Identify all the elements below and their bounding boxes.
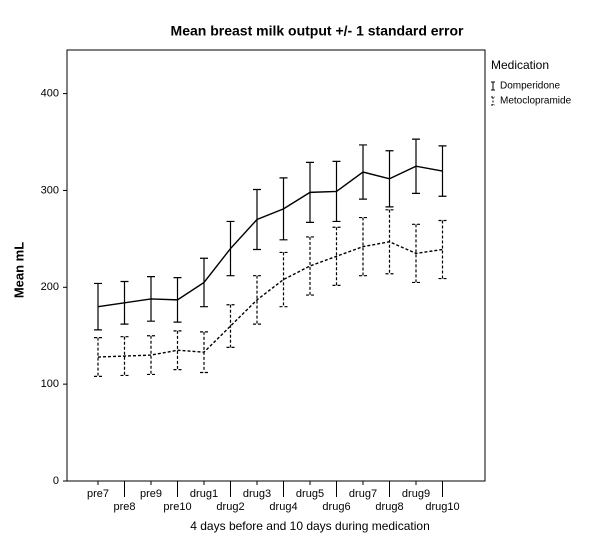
y-tick-label: 400 (41, 87, 59, 99)
error-bar (253, 188, 261, 251)
x-axis-label: 4 days before and 10 days during medicat… (190, 519, 430, 533)
error-bar (226, 220, 235, 277)
legend-title: Medication (491, 58, 549, 72)
error-bar (306, 236, 314, 296)
error-bar (120, 336, 129, 377)
error-bar (332, 160, 341, 223)
x-tick-label: drug6 (322, 501, 350, 513)
y-tick-label: 0 (53, 475, 59, 487)
error-bar (359, 144, 367, 200)
error-bar (94, 337, 102, 377)
y-tick-label: 200 (41, 281, 59, 293)
error-bar (147, 276, 155, 322)
error-bar (332, 226, 341, 286)
error-bar (253, 275, 261, 325)
error-bar (412, 138, 420, 194)
plot-frame (66, 49, 486, 482)
chart-title: Mean breast milk output +/- 1 standard e… (171, 23, 464, 39)
error-bar (306, 161, 314, 223)
x-tick-label: pre7 (87, 488, 109, 500)
x-tick-label: pre9 (140, 488, 162, 500)
legend-symbol (491, 96, 495, 106)
error-bar (385, 150, 394, 208)
error-bar (147, 335, 155, 376)
error-bar (412, 223, 420, 284)
x-tick-label: drug10 (425, 501, 459, 513)
x-tick-label: drug3 (243, 488, 271, 500)
error-bar (226, 304, 235, 348)
legend-label: Metoclopramide (500, 96, 572, 107)
error-bar (200, 257, 208, 308)
error-bar (279, 251, 288, 308)
x-tick-label: drug2 (216, 501, 244, 513)
legend-label: Domperidone (500, 81, 560, 92)
x-tick-label: pre8 (113, 501, 135, 513)
x-tick-label: drug9 (402, 488, 430, 500)
x-tick-label: pre10 (163, 501, 191, 513)
error-bar (438, 219, 447, 280)
x-tick-label: drug8 (375, 501, 403, 513)
series-line (97, 165, 443, 308)
error-bar (173, 330, 182, 371)
error-bar (279, 177, 288, 241)
error-bar (359, 216, 367, 277)
x-tick-label: drug5 (296, 488, 324, 500)
series-line (97, 241, 443, 358)
error-bar (94, 282, 102, 331)
legend-symbol (491, 81, 495, 91)
error-bar (200, 331, 208, 374)
y-tick-label: 300 (41, 184, 59, 196)
x-tick-label: drug4 (269, 501, 297, 513)
y-tick-label: 100 (41, 378, 59, 390)
error-bar (385, 209, 394, 275)
error-bar (173, 277, 182, 323)
error-bar (120, 280, 129, 325)
x-tick-label: drug1 (190, 488, 218, 500)
x-tick-label: drug7 (349, 488, 377, 500)
y-axis-label: Mean mL (11, 242, 26, 298)
error-bar (438, 145, 447, 197)
